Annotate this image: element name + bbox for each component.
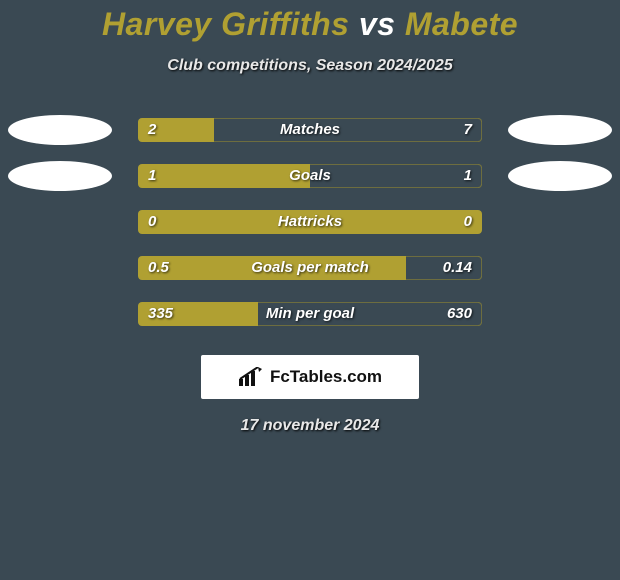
value-left: 1	[138, 164, 166, 188]
date-label: 17 november 2024	[0, 417, 620, 435]
comparison-row: 0.50.14Goals per match	[0, 245, 620, 291]
player-marker-right	[508, 161, 612, 191]
comparison-row: 0 0Hattricks	[0, 199, 620, 245]
value-left: 2	[138, 118, 166, 142]
bar-track: 0.50.14Goals per match	[138, 256, 482, 280]
value-right: 7	[454, 118, 482, 142]
value-left: 335	[138, 302, 183, 326]
title-player1: Harvey Griffiths	[102, 6, 350, 42]
bar-track: 27Matches	[138, 118, 482, 142]
comparison-row: 11Goals	[0, 153, 620, 199]
value-right: 630	[437, 302, 482, 326]
logo-text: FcTables.com	[270, 367, 382, 387]
value-right: 0.14	[433, 256, 482, 280]
value-left: 0.5	[138, 256, 179, 280]
comparison-rows: 27Matches11Goals00Hattricks0.50.14Goals …	[0, 107, 620, 337]
title-player2: Mabete	[405, 6, 518, 42]
bar-right-segment	[214, 118, 482, 142]
page-title: Harvey Griffiths vs Mabete	[0, 0, 620, 43]
player-marker-right	[508, 115, 612, 145]
logo-badge: FcTables.com	[201, 355, 419, 399]
value-right: 1	[454, 164, 482, 188]
comparison-row: 27Matches	[0, 107, 620, 153]
player-marker-left	[8, 115, 112, 145]
metric-label: Hattricks	[138, 210, 482, 234]
bar-track: 335630Min per goal	[138, 302, 482, 326]
player-marker-left	[8, 161, 112, 191]
comparison-row: 335630Min per goal	[0, 291, 620, 337]
bar-track: 11Goals	[138, 164, 482, 188]
value-right: 0	[454, 210, 482, 234]
value-left: 0	[138, 210, 166, 234]
chart-icon	[238, 367, 264, 387]
bar-track: 0 0Hattricks	[138, 210, 482, 234]
subtitle: Club competitions, Season 2024/2025	[0, 57, 620, 75]
title-vs: vs	[359, 6, 396, 42]
